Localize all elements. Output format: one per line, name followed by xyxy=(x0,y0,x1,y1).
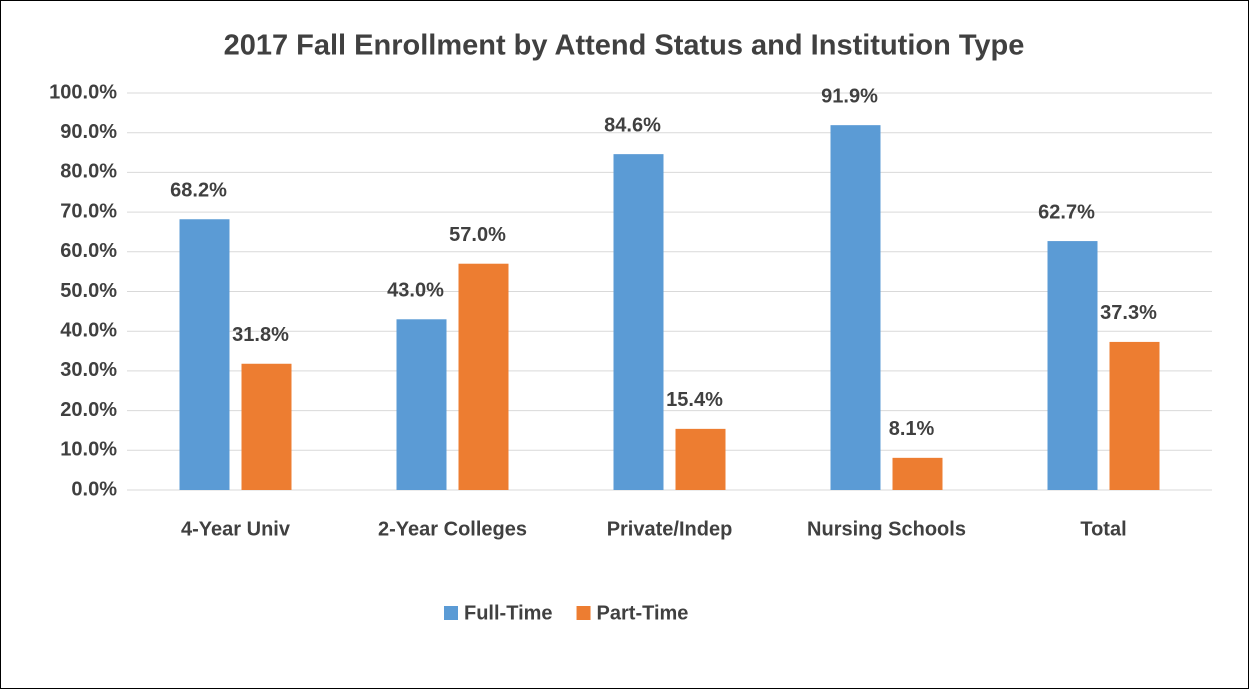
x-tick-label: 2-Year Colleges xyxy=(378,518,527,540)
legend-label: Full-Time xyxy=(464,602,553,624)
value-label: 62.7% xyxy=(1038,201,1095,223)
y-tick-label: 50.0% xyxy=(60,280,117,302)
value-label: 57.0% xyxy=(449,224,506,246)
legend-swatch xyxy=(576,606,591,620)
bar xyxy=(179,219,230,490)
chart-title: 2017 Fall Enrollment by Attend Status an… xyxy=(224,30,1025,62)
legend-swatch xyxy=(444,606,458,620)
y-tick-label: 40.0% xyxy=(60,319,117,341)
y-tick-label: 30.0% xyxy=(60,359,117,381)
value-label: 8.1% xyxy=(889,418,935,440)
x-tick-label: 4-Year Univ xyxy=(181,518,291,540)
y-tick-label: 70.0% xyxy=(60,200,117,222)
value-label: 31.8% xyxy=(232,324,289,346)
x-tick-label: Nursing Schools xyxy=(807,518,966,540)
bar xyxy=(241,363,292,490)
bar xyxy=(396,319,447,490)
bar xyxy=(1109,341,1160,490)
y-tick-label: 60.0% xyxy=(60,240,117,262)
y-tick-label: 0.0% xyxy=(71,478,117,500)
bar xyxy=(675,428,726,490)
value-label: 91.9% xyxy=(821,85,878,107)
legend-label: Part-Time xyxy=(597,602,689,624)
y-tick-label: 80.0% xyxy=(60,161,117,183)
y-tick-label: 20.0% xyxy=(60,399,117,421)
value-label: 15.4% xyxy=(666,389,723,411)
value-label: 43.0% xyxy=(387,280,444,302)
bar xyxy=(892,457,943,490)
bar xyxy=(1047,241,1098,490)
bar xyxy=(613,154,664,490)
bar xyxy=(458,263,509,490)
value-label: 37.3% xyxy=(1100,302,1157,324)
value-label: 68.2% xyxy=(170,180,227,202)
value-label: 84.6% xyxy=(604,114,661,136)
x-tick-label: Private/Indep xyxy=(607,518,733,540)
x-tick-label: Total xyxy=(1080,518,1126,540)
bar xyxy=(830,125,881,491)
y-tick-label: 90.0% xyxy=(60,121,117,143)
y-tick-label: 10.0% xyxy=(60,439,117,461)
y-tick-label: 100.0% xyxy=(49,81,117,103)
